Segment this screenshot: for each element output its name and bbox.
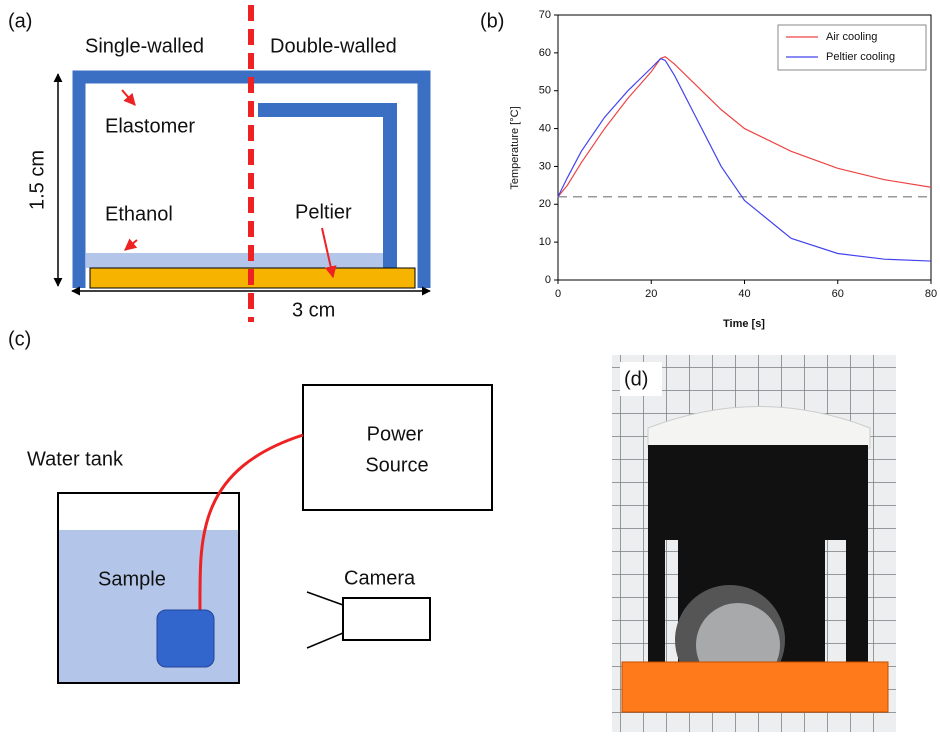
label: Power xyxy=(367,423,424,445)
panel-a: (a) Single-walled Double-walled Elastome… xyxy=(8,5,430,322)
x-tick-label: 80 xyxy=(925,288,937,300)
y-tick-label: 20 xyxy=(539,198,551,210)
panel-label: (c) xyxy=(8,328,31,350)
y-tick-label: 10 xyxy=(539,236,551,248)
camera xyxy=(343,598,430,640)
y-tick-label: 0 xyxy=(545,274,551,286)
y-axis-label: Temperature [°C] xyxy=(509,106,521,189)
y-tick-label: 30 xyxy=(539,160,551,172)
sample xyxy=(157,610,214,667)
panel-b: (b) Time [s] Temperature [°C] 0 10 20 30 40 5… xyxy=(480,9,937,330)
camera-view xyxy=(307,592,343,648)
label: Water tank xyxy=(27,448,124,470)
x-tick-label: 0 xyxy=(555,288,561,300)
label: Camera xyxy=(344,567,416,589)
y-tick-label: 40 xyxy=(539,122,551,134)
label: Source xyxy=(365,454,428,476)
label: Peltier xyxy=(295,201,352,223)
power-source xyxy=(303,385,492,510)
figure: (a) Single-walled Double-walled Elastome… xyxy=(0,0,940,732)
x-tick-label: 40 xyxy=(738,288,750,300)
panel-label: (b) xyxy=(480,10,504,32)
x-axis-label: Time [s] xyxy=(723,318,765,330)
label: 3 cm xyxy=(292,299,335,321)
label: Elastomer xyxy=(105,115,195,137)
x-tick-label: 20 xyxy=(645,288,657,300)
label: Sample xyxy=(98,568,166,590)
label: Single-walled xyxy=(85,35,204,57)
label: Ethanol xyxy=(105,203,173,225)
panel-c: (c) Power Source Water tank Sample Camer… xyxy=(8,328,492,683)
legend-label: Air cooling xyxy=(826,31,877,43)
inner-wall xyxy=(258,110,390,268)
base xyxy=(622,662,888,712)
label: Double-walled xyxy=(270,35,397,57)
y-tick-label: 60 xyxy=(539,47,551,59)
x-tick-label: 60 xyxy=(832,288,844,300)
panel-d: (d) xyxy=(612,355,896,732)
y-tick-label: 70 xyxy=(539,9,551,21)
ethanol xyxy=(86,253,383,268)
label: 1.5 cm xyxy=(26,150,48,210)
panel-label: (d) xyxy=(624,368,648,390)
panel-label: (a) xyxy=(8,10,32,32)
data-line xyxy=(558,59,931,262)
arrow xyxy=(125,240,137,250)
y-tick-label: 50 xyxy=(539,85,551,97)
arrow xyxy=(122,90,135,105)
data-line xyxy=(558,57,931,197)
legend-label: Peltier cooling xyxy=(826,51,895,63)
